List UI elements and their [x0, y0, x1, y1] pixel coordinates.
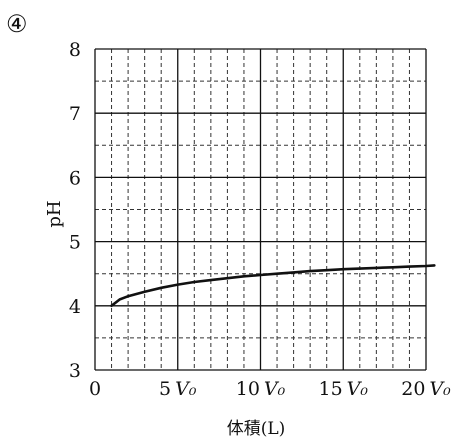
series-line-0: [110, 264, 436, 308]
x-tick-label: 5 V₀: [159, 378, 197, 400]
x-axis-label: 体積(L): [227, 419, 286, 439]
x-tick-label: 0: [89, 378, 101, 400]
series-layer: [110, 264, 436, 308]
y-tick-label: 8: [69, 39, 81, 61]
y-tick-label: 5: [69, 232, 81, 254]
tick-labels: 3 4 5 6 7 8 0 5 V₀ 10 V₀ 15 V₀ 20 V₀: [69, 39, 451, 400]
x-tick-label: 15 V₀: [318, 378, 368, 400]
option-marker: ④: [6, 10, 28, 38]
y-tick-label: 4: [69, 296, 81, 318]
y-tick-label: 6: [69, 167, 81, 189]
y-tick-label: 3: [69, 360, 81, 382]
y-tick-label: 7: [69, 103, 81, 125]
x-tick-label: 10 V₀: [236, 378, 286, 400]
y-axis-label: pH: [44, 200, 65, 227]
x-tick-label: 20 V₀: [401, 378, 451, 400]
grid: [94, 48, 427, 371]
